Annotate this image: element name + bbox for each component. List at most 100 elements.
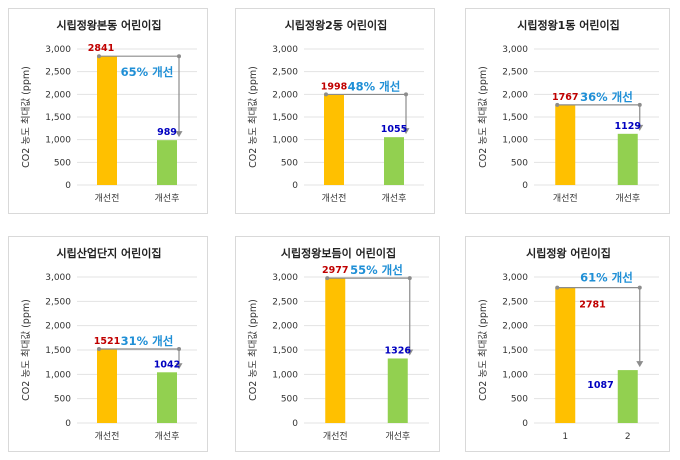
data-label: 2977	[322, 265, 348, 276]
data-label: 1767	[552, 92, 578, 103]
y-tick-label: 500	[511, 395, 528, 405]
y-axis-label: CO2 농도 최대값 (ppm)	[477, 299, 489, 401]
y-tick-label: 500	[281, 395, 298, 405]
x-tick-label: 개선후	[615, 193, 640, 204]
improvement-label: 61% 개선	[580, 271, 633, 285]
bar-after	[617, 370, 638, 423]
y-tick-label: 2,500	[45, 68, 71, 78]
chart-title: 시립산업단지 어린이집	[56, 246, 161, 260]
y-tick-label: 1,000	[272, 370, 298, 380]
data-label: 1042	[154, 359, 180, 370]
bar-after	[387, 358, 408, 423]
chart-svg: 시립정왕 어린이집 CO2 농도 최대값 (ppm) 0 500 1,000 1,500 2…	[477, 246, 659, 442]
improvement-label: 55% 개선	[350, 263, 403, 277]
connector-dot	[637, 285, 642, 290]
chart-panel: 시립정왕보듬이 어린이집 CO2 농도 최대값 (ppm) 0 500 1,000 1,5…	[235, 236, 440, 452]
chart-title: 시립정왕2동 어린이집	[285, 18, 388, 32]
bar-before	[324, 94, 344, 185]
arrowhead	[402, 128, 410, 135]
bar-before	[97, 56, 117, 185]
y-tick-label: 0	[292, 419, 298, 429]
y-tick-label: 3,000	[272, 273, 298, 283]
data-label: 1087	[587, 380, 613, 391]
y-tick-label: 1,500	[272, 113, 298, 123]
bar-before	[555, 104, 576, 185]
x-tick-label: 1	[562, 432, 568, 442]
y-axis-label: CO2 농도 최대값 (ppm)	[247, 66, 259, 168]
y-tick-label: 2,000	[272, 90, 298, 100]
chart-svg: 시립정왕보듬이 어린이집 CO2 농도 최대값 (ppm) 0 500 1,000 1,5…	[247, 246, 429, 442]
y-tick-label: 500	[511, 158, 528, 168]
chart-panel: 시립산업단지 어린이집 CO2 농도 최대값 (ppm) 0 500 1,000 1,50…	[8, 236, 208, 452]
data-label: 1998	[321, 81, 348, 92]
x-tick-label: 개선후	[155, 193, 180, 204]
y-tick-label: 2,500	[45, 297, 71, 307]
y-tick-label: 500	[281, 158, 298, 168]
y-axis-label: CO2 농도 최대값 (ppm)	[477, 66, 489, 168]
x-tick-label: 개선전	[95, 193, 120, 204]
y-tick-label: 2,500	[502, 68, 528, 78]
y-tick-label: 0	[292, 181, 298, 191]
bar-before	[97, 348, 117, 423]
chart-panel: 시립정왕 어린이집 CO2 농도 최대값 (ppm) 0 500 1,000 1,500 2…	[465, 236, 670, 452]
x-tick-label: 개선전	[323, 431, 348, 442]
y-tick-label: 3,000	[502, 45, 528, 55]
y-tick-label: 2,000	[45, 322, 71, 332]
y-tick-label: 2,000	[502, 90, 528, 100]
chart-svg: 시립산업단지 어린이집 CO2 농도 최대값 (ppm) 0 500 1,000 1,50…	[20, 246, 197, 442]
bar-before	[325, 278, 346, 423]
y-tick-label: 3,000	[45, 273, 71, 283]
y-tick-label: 1,500	[502, 346, 528, 356]
chart-svg: 시립정왕본동 어린이집 CO2 농도 최대값 (ppm) 0 500 1,000 1,50…	[20, 18, 197, 204]
chart-panel: 시립정왕본동 어린이집 CO2 농도 최대값 (ppm) 0 500 1,000 1,50…	[8, 8, 208, 214]
data-label: 989	[157, 127, 177, 138]
y-tick-label: 1,000	[45, 136, 71, 146]
y-tick-label: 1,000	[502, 136, 528, 146]
y-tick-label: 1,500	[502, 113, 528, 123]
y-tick-label: 2,000	[502, 322, 528, 332]
connector-dot	[325, 276, 330, 281]
connector-dot	[97, 54, 101, 59]
y-tick-label: 2,500	[272, 297, 298, 307]
chart-svg: 시립정왕1동 어린이집 CO2 농도 최대값 (ppm) 0 500 1,000 1,50…	[477, 18, 659, 204]
connector-dot	[324, 92, 328, 97]
x-tick-label: 개선전	[553, 193, 578, 204]
chart-title: 시립정왕1동 어린이집	[517, 18, 620, 32]
y-tick-label: 2,500	[272, 68, 298, 78]
y-axis-label: CO2 농도 최대값 (ppm)	[20, 66, 32, 168]
y-tick-label: 3,000	[502, 273, 528, 283]
improvement-label: 65% 개선	[121, 65, 174, 79]
chart-svg: 시립정왕2동 어린이집 CO2 농도 최대값 (ppm) 0 500 1,000 1,50…	[247, 18, 424, 204]
x-tick-label: 개선후	[155, 431, 180, 442]
connector-dot	[555, 102, 560, 107]
chart-title: 시립정왕보듬이 어린이집	[281, 246, 396, 260]
improvement-label: 48% 개선	[348, 79, 401, 93]
chart-panel: 시립정왕2동 어린이집 CO2 농도 최대값 (ppm) 0 500 1,000 1,50…	[235, 8, 435, 214]
y-tick-label: 1,500	[272, 346, 298, 356]
y-tick-label: 1,500	[45, 346, 71, 356]
bar-after	[157, 372, 177, 423]
y-tick-label: 2,500	[502, 297, 528, 307]
y-axis-label: CO2 농도 최대값 (ppm)	[247, 299, 259, 401]
x-tick-label: 개선전	[95, 431, 120, 442]
chart-title: 시립정왕 어린이집	[526, 246, 611, 260]
data-label: 1055	[381, 124, 407, 135]
x-tick-label: 2	[625, 432, 631, 442]
y-tick-label: 1,000	[272, 136, 298, 146]
arrowhead	[636, 361, 644, 368]
bar-before	[555, 287, 576, 423]
data-label: 2841	[88, 43, 114, 54]
connector-dot	[407, 276, 412, 281]
data-label: 1129	[615, 121, 641, 132]
chart-title: 시립정왕본동 어린이집	[56, 18, 161, 32]
bar-after	[617, 133, 638, 185]
data-label: 1521	[94, 336, 120, 347]
y-tick-label: 0	[65, 419, 71, 429]
x-tick-label: 개선후	[382, 193, 407, 204]
y-tick-label: 500	[54, 395, 71, 405]
y-tick-label: 500	[54, 158, 71, 168]
bar-after	[157, 140, 177, 185]
arrowhead	[175, 363, 183, 370]
improvement-label: 36% 개선	[580, 90, 633, 104]
x-tick-label: 개선전	[322, 193, 347, 204]
